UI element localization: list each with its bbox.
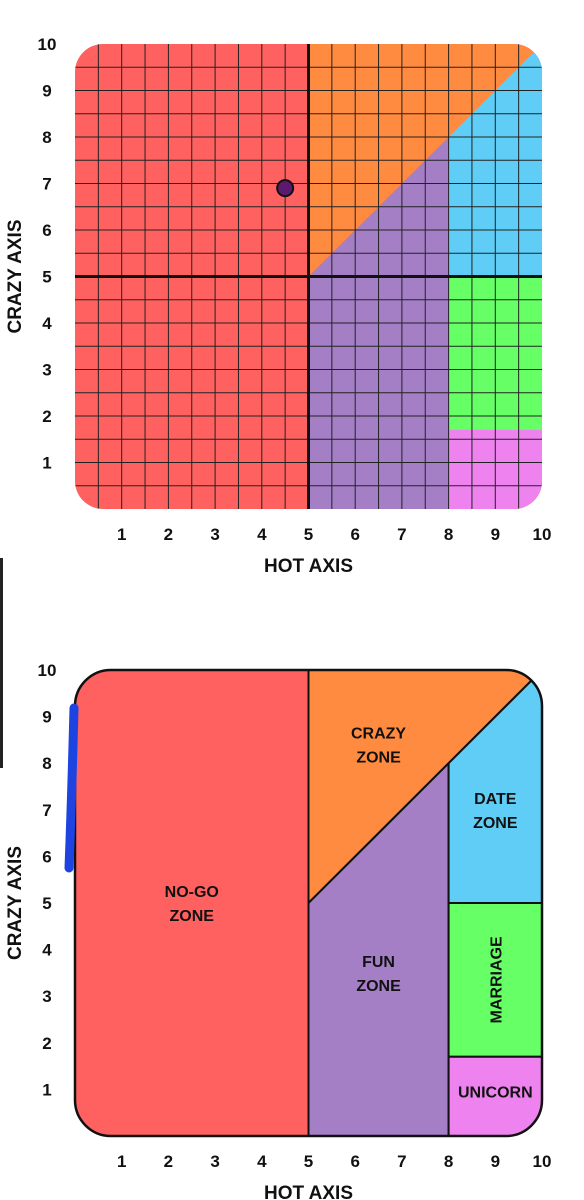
top-x-axis-label: HOT AXIS [264, 556, 353, 577]
top-y-tick-label: 5 [42, 268, 51, 287]
zone-marriage-label: MARRIAGE [488, 936, 505, 1023]
zone-unicorn-region [447, 1055, 542, 1136]
bottom-x-tick-label: 8 [444, 1152, 453, 1171]
top-x-tick-label: 9 [491, 525, 500, 544]
zone-unicorn-label: UNICORN [458, 1085, 533, 1102]
top-y-tick-label: 6 [42, 221, 51, 240]
top-y-tick-label: 10 [38, 35, 57, 54]
bottom-x-tick-label: 2 [164, 1152, 173, 1171]
bottom-y-axis-label: CRAZY AXIS [5, 846, 26, 960]
zone-date-label: DATE ZONE [473, 791, 518, 832]
bottom-y-tick-label: 9 [42, 708, 51, 727]
bottom-y-tick-label: 2 [42, 1034, 51, 1053]
top-y-tick-label: 2 [42, 407, 51, 426]
bottom-y-tick-label: 3 [42, 987, 51, 1006]
divider-line [0, 558, 3, 768]
bottom-x-tick-label: 6 [350, 1152, 359, 1171]
bottom-x-tick-label: 7 [397, 1152, 406, 1171]
bottom-chart: NO-GO ZONE CRAZY ZONE FUN ZONE DATE ZONE MARRIAG… [0, 650, 584, 1200]
top-x-tick-label: 6 [350, 525, 359, 544]
bottom-x-tick-label: 1 [117, 1152, 126, 1171]
bottom-x-axis-label: HOT AXIS [264, 1183, 353, 1200]
top-x-tick-label: 10 [533, 525, 552, 544]
top-y-tick-label: 9 [42, 82, 51, 101]
top-y-tick-label: 7 [42, 175, 51, 194]
zone-date-region [447, 670, 542, 904]
zone-crazy-label: CRAZY ZONE [351, 726, 406, 767]
zone-no-go-label: NO-GO ZONE [165, 884, 219, 925]
top-x-tick-label: 4 [257, 525, 267, 544]
zone-no-go-region [75, 670, 310, 1136]
top-x-tick-label: 7 [397, 525, 406, 544]
zone-fun-label: FUN ZONE [356, 954, 401, 995]
bottom-y-tick-label: 4 [42, 941, 52, 960]
bottom-plot-border [73, 668, 544, 1138]
top-x-tick-label: 3 [210, 525, 219, 544]
top-chart: 1 2 3 4 5 6 7 8 9 10 1 2 3 4 5 6 7 8 9 10 HOT AXIS CRAZY AXIS [0, 0, 584, 585]
bottom-y-tick-label: 6 [42, 847, 51, 866]
top-x-tick-label: 5 [304, 525, 313, 544]
top-y-tick-label: 4 [42, 314, 52, 333]
top-x-tick-label: 1 [117, 525, 126, 544]
top-y-tick-label: 8 [42, 128, 51, 147]
top-x-tick-label: 2 [164, 525, 173, 544]
top-x-tick-label: 8 [444, 525, 453, 544]
top-y-tick-label: 1 [42, 454, 51, 473]
bottom-y-tick-label: 10 [38, 661, 57, 680]
highlight-marker-stroke [64, 703, 79, 873]
bottom-plot-area [75, 670, 542, 1136]
top-y-axis-label: CRAZY AXIS [5, 219, 26, 333]
bottom-y-tick-label: 7 [42, 801, 51, 820]
bottom-x-tick-label: 4 [257, 1152, 267, 1171]
bottom-x-tick-label: 3 [210, 1152, 219, 1171]
top-plot-area [75, 44, 542, 509]
bottom-x-tick-label: 10 [533, 1152, 552, 1171]
bottom-y-tick-label: 1 [42, 1080, 51, 1099]
data-point-marker [276, 179, 295, 198]
bottom-y-tick-label: 8 [42, 754, 51, 773]
bottom-y-tick-label: 5 [42, 894, 51, 913]
bottom-x-tick-label: 5 [304, 1152, 313, 1171]
top-y-tick-label: 3 [42, 361, 51, 380]
bottom-x-tick-label: 9 [491, 1152, 500, 1171]
